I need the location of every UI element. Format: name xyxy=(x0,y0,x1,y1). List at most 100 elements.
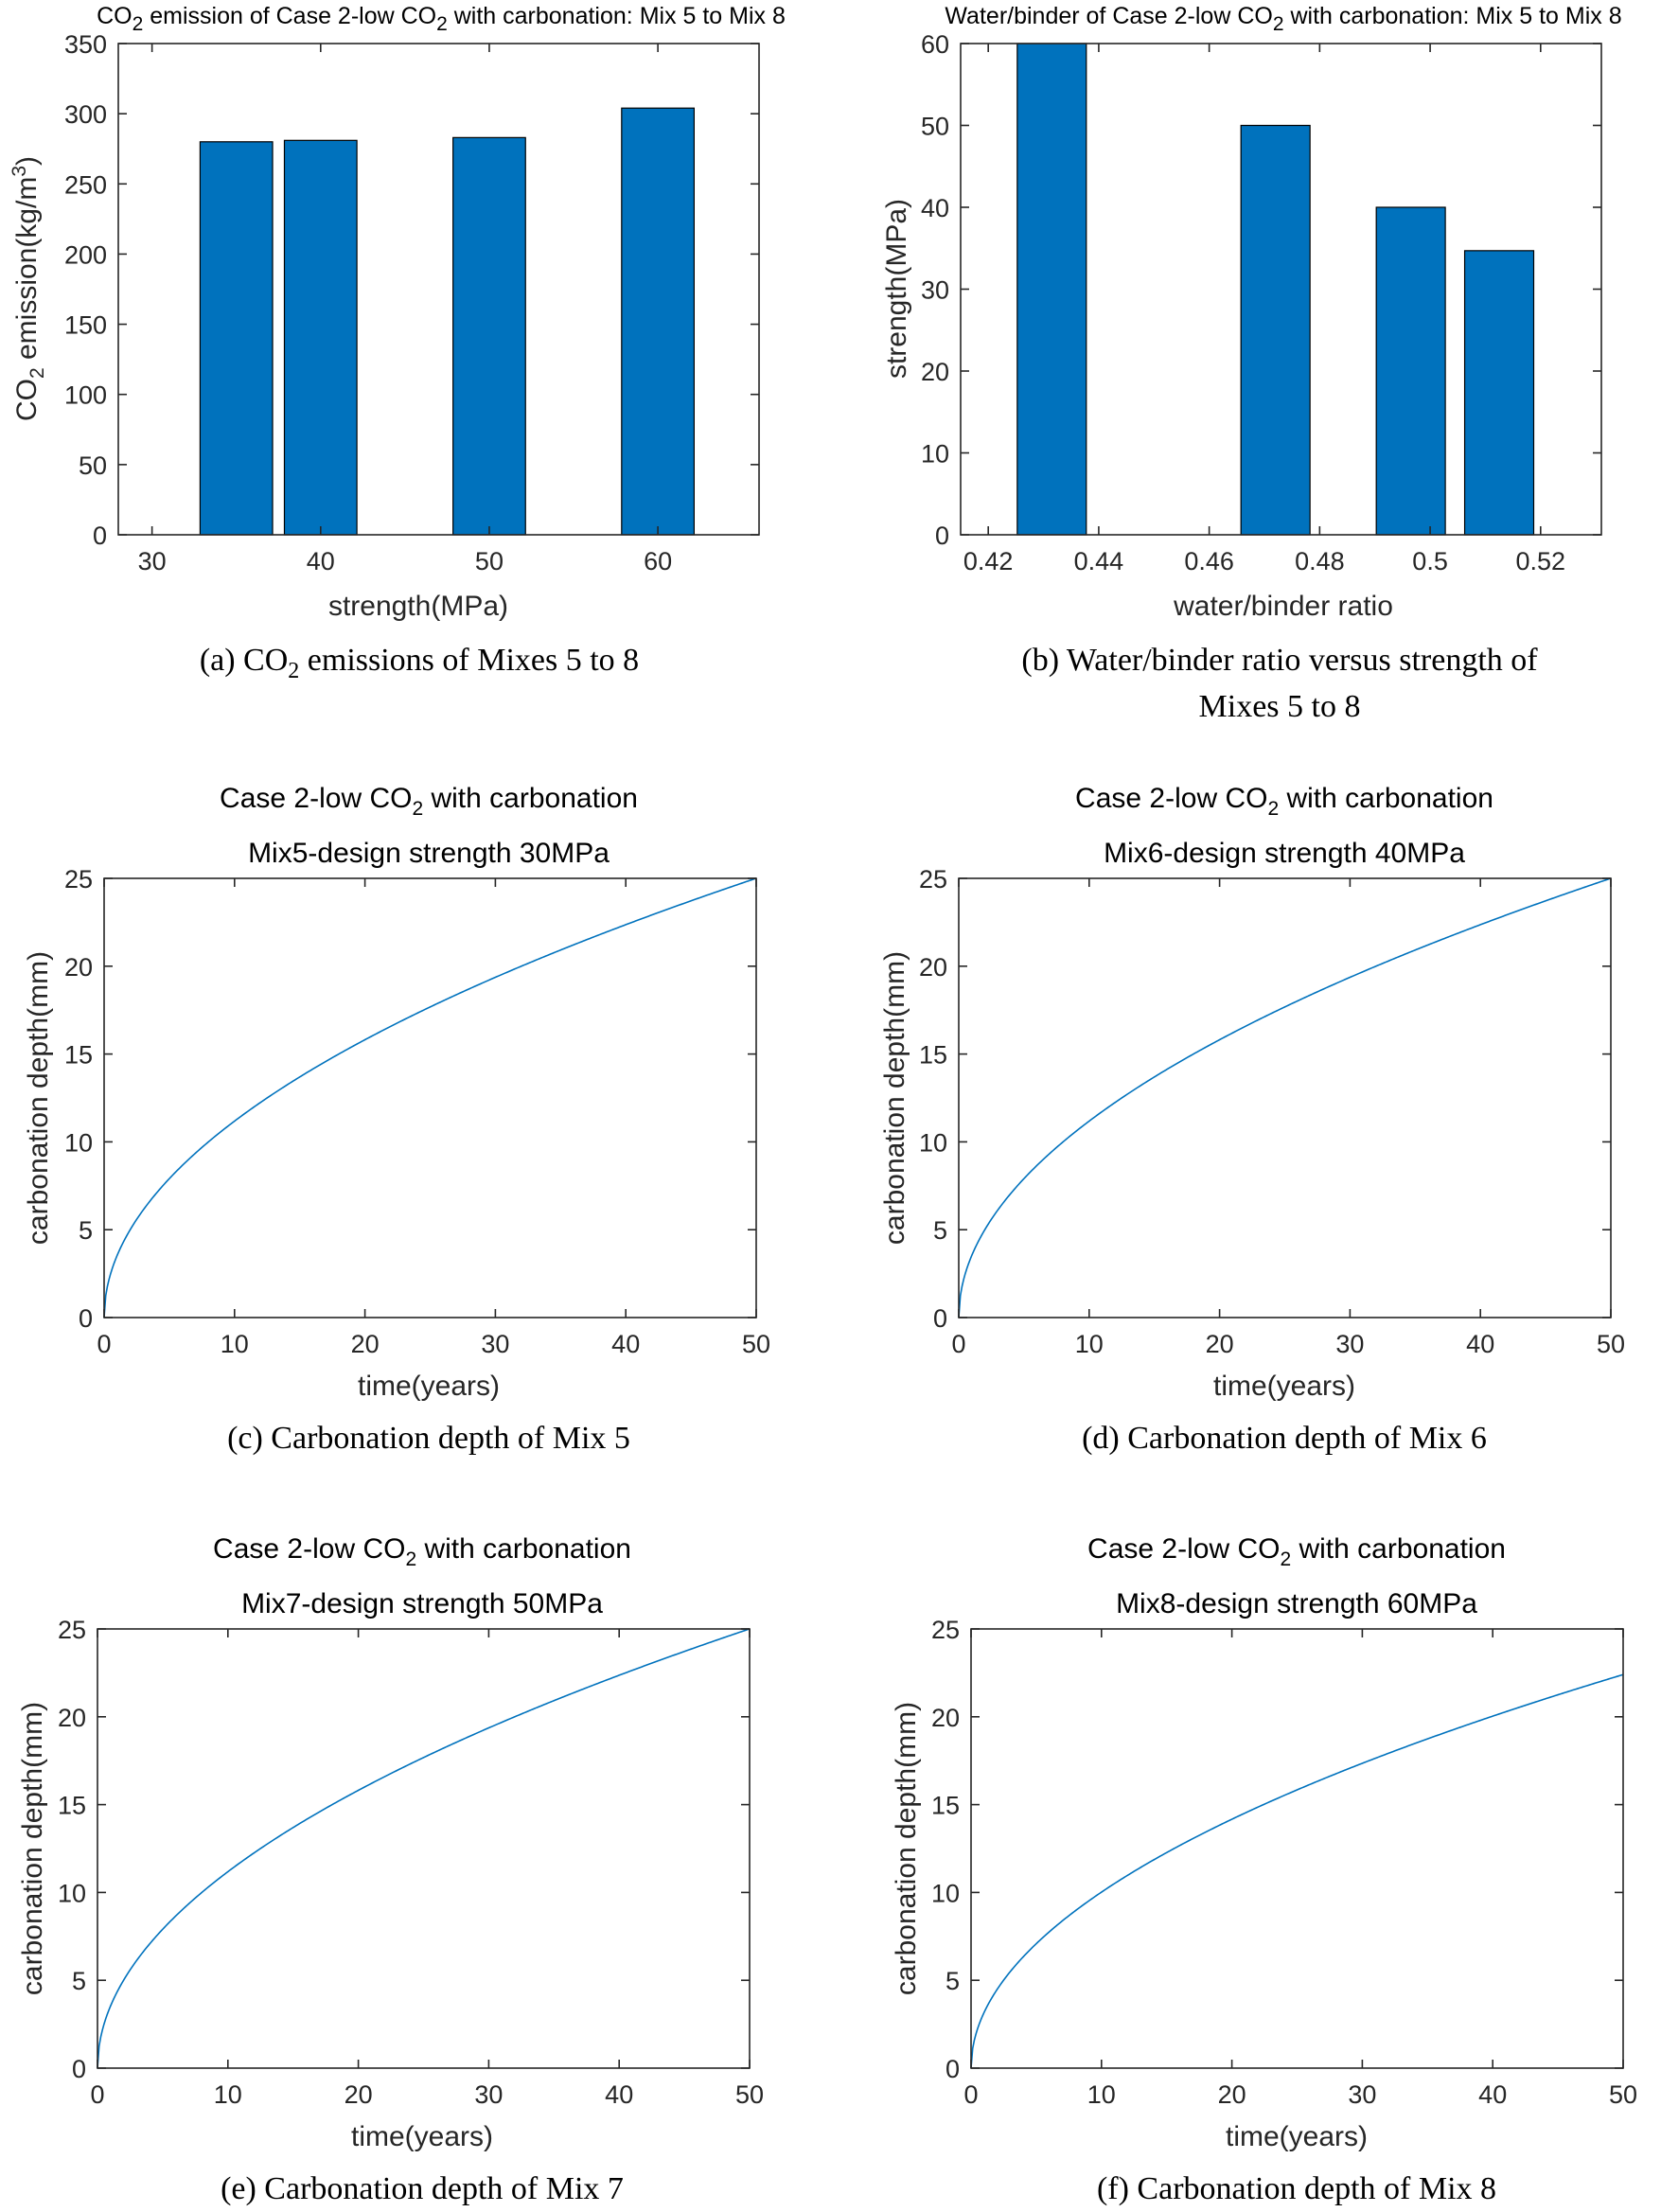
chart-e-title-line1: Case 2-low CO2 with carbonation xyxy=(213,1533,631,1570)
chart-f-ytick-label: 5 xyxy=(945,1967,960,1995)
chart-b-xtick-label: 0.44 xyxy=(1074,547,1124,575)
chart-a-xtick-label: 30 xyxy=(138,547,167,575)
chart-e-title-line2: Mix7-design strength 50MPa xyxy=(241,1588,603,1619)
chart-c-x-ticks: 0 10 20 30 40 50 xyxy=(97,878,770,1358)
chart-c-ytick-label: 0 xyxy=(79,1304,93,1333)
panel-e: Case 2-low CO2 with carbonation Mix7-des… xyxy=(17,1533,764,2206)
chart-c-series-line xyxy=(103,877,757,1318)
chart-b-title: Water/binder of Case 2-low CO2 with carb… xyxy=(945,3,1621,35)
panel-b: Water/binder of Case 2-low CO2 with carb… xyxy=(881,3,1622,724)
chart-a-axes-box xyxy=(117,43,760,536)
chart-a-ylabel: CO2 emission(kg/m3) xyxy=(9,156,48,421)
chart-b-ytick-label: 40 xyxy=(921,194,949,222)
chart-e-xtick-label: 10 xyxy=(214,2080,242,2109)
chart-a-ytick-label: 50 xyxy=(79,451,107,480)
chart-a-y-ticks: 0 50 100 150 200 250 300 350 xyxy=(64,30,759,550)
chart-f-ytick-label: 25 xyxy=(931,1616,960,1644)
chart-f-xlabel: time(years) xyxy=(1226,2121,1368,2152)
chart-d-ytick-label: 0 xyxy=(933,1304,947,1333)
chart-a-bar xyxy=(283,139,358,536)
chart-b-ytick-label: 10 xyxy=(921,440,949,469)
chart-a-bar xyxy=(621,107,696,536)
chart-b-ytick-label: 20 xyxy=(921,358,949,386)
panel-f: Case 2-low CO2 with carbonation Mix8-des… xyxy=(891,1533,1637,2206)
chart-c-xtick-label: 30 xyxy=(481,1330,509,1358)
chart-c-xtick-label: 10 xyxy=(221,1330,249,1358)
chart-c-title-line2: Mix5-design strength 30MPa xyxy=(248,838,610,869)
chart-b-bar xyxy=(1016,43,1087,536)
chart-b-xtick-label: 0.5 xyxy=(1412,547,1448,575)
chart-b-xtick-label: 0.48 xyxy=(1295,547,1345,575)
chart-d-ytick-label: 25 xyxy=(919,865,947,894)
chart-f-xtick-label: 10 xyxy=(1087,2080,1116,2109)
chart-f-axes-box xyxy=(970,1628,1624,2069)
chart-b-xtick-label: 0.52 xyxy=(1516,547,1566,575)
chart-b-ylabel: strength(MPa) xyxy=(881,199,912,379)
chart-a-xtick-label: 40 xyxy=(307,547,335,575)
chart-b-xtick-label: 0.46 xyxy=(1184,547,1234,575)
chart-a-xtick-label: 50 xyxy=(475,547,504,575)
chart-e-xlabel: time(years) xyxy=(351,2121,493,2152)
chart-e-ylabel: carbonation depth(mm) xyxy=(17,1702,48,1995)
chart-b-bar xyxy=(1240,124,1311,536)
chart-a-bar xyxy=(199,141,274,536)
chart-f-title-line1: Case 2-low CO2 with carbonation xyxy=(1087,1533,1506,1570)
caption-d: (d) Carbonation depth of Mix 6 xyxy=(1082,1421,1487,1456)
chart-b-xtick-label: 0.42 xyxy=(963,547,1014,575)
chart-c-ylabel: carbonation depth(mm) xyxy=(23,951,54,1245)
chart-f-ytick-label: 15 xyxy=(931,1792,960,1820)
chart-a-ytick-label: 0 xyxy=(93,522,107,550)
chart-e-ytick-label: 5 xyxy=(72,1967,86,1995)
chart-d-xtick-label: 0 xyxy=(951,1330,965,1358)
chart-c-ytick-label: 5 xyxy=(79,1216,93,1245)
chart-c-xlabel: time(years) xyxy=(358,1371,500,1402)
chart-f-xtick-label: 30 xyxy=(1348,2080,1376,2109)
chart-f-ytick-label: 20 xyxy=(931,1704,960,1732)
chart-d-xtick-label: 30 xyxy=(1335,1330,1364,1358)
chart-f-y-ticks: 0 5 10 15 20 25 xyxy=(931,1616,1623,2083)
chart-f-ytick-label: 0 xyxy=(945,2055,960,2083)
chart-f-x-ticks: 0 10 20 30 40 50 xyxy=(963,1629,1637,2109)
chart-f-xtick-label: 50 xyxy=(1609,2080,1637,2109)
caption-b-line1: (b) Water/binder ratio versus strength o… xyxy=(1021,643,1538,678)
chart-b-ytick-label: 0 xyxy=(935,522,949,550)
chart-e-y-ticks: 0 5 10 15 20 25 xyxy=(58,1616,750,2083)
chart-d-xtick-label: 40 xyxy=(1466,1330,1494,1358)
chart-d-axes-box xyxy=(958,877,1612,1318)
chart-a-xlabel: strength(MPa) xyxy=(328,591,508,622)
chart-d-xtick-label: 50 xyxy=(1597,1330,1625,1358)
chart-c-ytick-label: 10 xyxy=(64,1128,93,1157)
chart-f-series-line xyxy=(970,1673,1624,2069)
chart-b-bar xyxy=(1463,250,1535,536)
chart-a-ytick-label: 100 xyxy=(64,381,107,410)
chart-e-xtick-label: 20 xyxy=(345,2080,373,2109)
chart-b-ytick-label: 60 xyxy=(921,30,949,59)
caption-a: (a) CO2 emissions of Mixes 5 to 8 xyxy=(200,643,639,683)
chart-f-xtick-label: 0 xyxy=(963,2080,978,2109)
chart-f-xtick-label: 40 xyxy=(1478,2080,1507,2109)
chart-c-xtick-label: 0 xyxy=(97,1330,111,1358)
chart-c-y-ticks: 0 5 10 15 20 25 xyxy=(64,865,756,1333)
chart-b-bar xyxy=(1375,206,1446,536)
chart-d-xtick-label: 10 xyxy=(1075,1330,1104,1358)
chart-a-ytick-label: 300 xyxy=(64,100,107,129)
chart-c-ytick-label: 15 xyxy=(64,1041,93,1070)
chart-e-ytick-label: 0 xyxy=(72,2055,86,2083)
chart-d-x-ticks: 0 10 20 30 40 50 xyxy=(951,878,1625,1358)
chart-f-xtick-label: 20 xyxy=(1218,2080,1246,2109)
chart-e-axes-box xyxy=(97,1628,751,2069)
chart-e-ytick-label: 10 xyxy=(58,1879,86,1907)
chart-c-title-line1: Case 2-low CO2 with carbonation xyxy=(220,783,638,820)
chart-e-ytick-label: 15 xyxy=(58,1792,86,1820)
chart-b-ytick-label: 50 xyxy=(921,113,949,141)
chart-a-xtick-label: 60 xyxy=(644,547,672,575)
chart-a-bar xyxy=(452,136,526,536)
chart-a-ytick-label: 250 xyxy=(64,170,107,199)
chart-c-ytick-label: 25 xyxy=(64,865,93,894)
chart-d-ylabel: carbonation depth(mm) xyxy=(879,951,910,1245)
caption-e: (e) Carbonation depth of Mix 7 xyxy=(221,2171,624,2206)
chart-b-x-ticks: 0.42 0.44 0.46 0.48 0.5 0.52 xyxy=(963,44,1565,575)
chart-e-xtick-label: 0 xyxy=(90,2080,104,2109)
chart-d-y-ticks: 0 5 10 15 20 25 xyxy=(919,865,1611,1333)
